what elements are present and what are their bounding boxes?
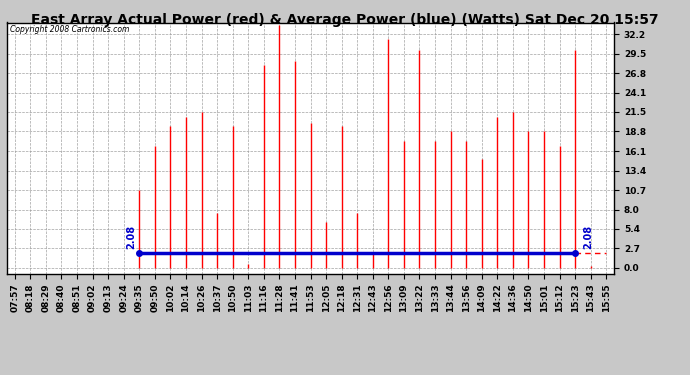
Text: Copyright 2008 Cartronics.com: Copyright 2008 Cartronics.com [10,25,129,34]
Text: 2.08: 2.08 [583,225,593,249]
Text: 2.08: 2.08 [126,225,136,249]
Text: East Array Actual Power (red) & Average Power (blue) (Watts) Sat Dec 20 15:57: East Array Actual Power (red) & Average … [31,13,659,27]
